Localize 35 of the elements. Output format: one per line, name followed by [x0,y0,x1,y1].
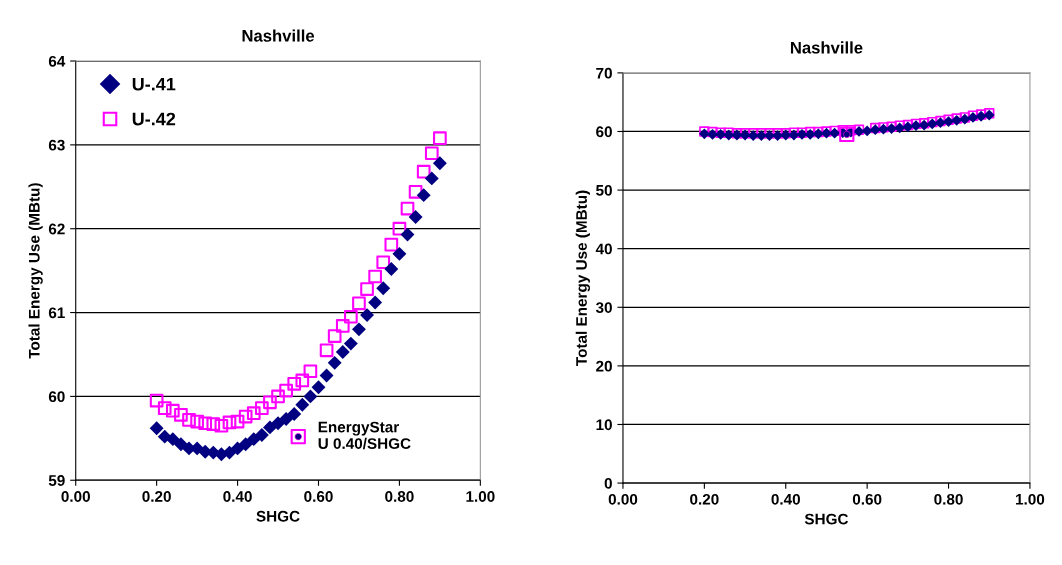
x-tick-label: 0.20 [690,493,719,505]
y-tick-label: 20 [596,360,612,372]
x-axis-title: SHGC [804,513,849,525]
legend-label: U-.41 [132,77,176,91]
y-axis-title: Total Energy Use (MBtu) [28,183,43,359]
y-axis-title: Total Energy Use (MBtu) [575,190,591,366]
y-tick-label: 30 [595,302,612,313]
y-tick-label: 60 [48,391,65,403]
chart-title: Nashville [790,41,863,54]
y-tick-label: 60 [596,126,612,138]
y-tick-label: 61 [48,307,65,319]
y-tick-label: 0 [604,477,612,489]
y-tick-label: 40 [595,243,612,255]
x-tick-label: 0.40 [771,493,800,505]
legend-label: U-.42 [132,112,176,126]
x-tick-label: 0.20 [142,491,171,502]
x-axis-title: SHGC [256,510,300,522]
y-tick-label: 62 [48,223,65,235]
x-tick-label: 0.60 [304,491,333,502]
x-tick-label: 0.60 [852,493,882,505]
x-tick-label: 0.00 [608,493,638,505]
x-tick-label: 1.00 [466,491,495,502]
y-tick-label: 50 [596,184,612,196]
y-tick-label: 70 [596,67,612,79]
chart-title: Nashville [242,29,315,42]
x-tick-label: 0.80 [385,491,414,502]
y-tick-label: 64 [48,55,66,67]
annotation: EnergyStar U 0.40/SHGC [318,421,411,450]
y-tick-label: 10 [596,419,612,431]
x-tick-label: 0.40 [223,491,252,502]
y-tick-label: 59 [48,475,65,486]
x-tick-label: 0.00 [61,491,90,502]
x-tick-label: 1.00 [1016,493,1045,505]
x-tick-label: 0.80 [934,493,963,505]
y-tick-label: 63 [48,139,65,151]
